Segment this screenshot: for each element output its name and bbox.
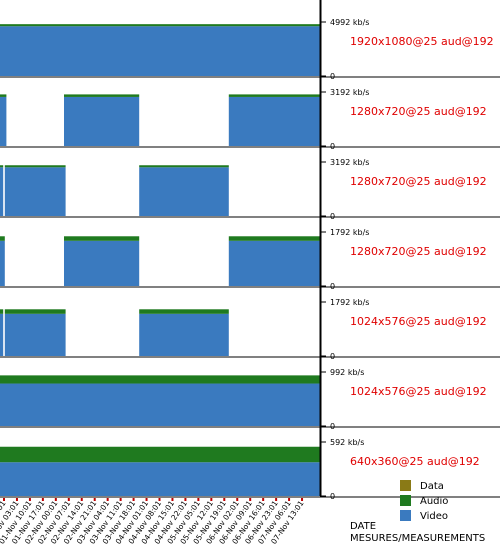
legend-label-audio: Audio	[420, 496, 448, 507]
legend: Data Audio Video	[400, 480, 448, 522]
audio-area	[4, 165, 66, 168]
panel-resolution-label: 1280x720@25 aud@192	[350, 245, 487, 258]
audio-area	[0, 375, 320, 384]
audio-area	[0, 236, 5, 241]
panel-resolution-label: 1920x1080@25 aud@192	[350, 35, 494, 48]
x-tick-mark	[158, 498, 161, 501]
video-area	[139, 167, 229, 216]
video-area	[0, 383, 320, 426]
panel-3: 3192 kb/s 0 1280x720@25 aud@192	[0, 158, 500, 221]
video-area	[0, 96, 7, 146]
x-tick-mark	[249, 498, 252, 501]
x-tick-mark	[197, 498, 200, 501]
x-tick-mark	[184, 498, 187, 501]
audio-area	[64, 94, 140, 97]
audio-area	[0, 94, 7, 97]
video-area	[228, 96, 320, 146]
video-area	[64, 96, 140, 146]
y-tick-label-max: 1792 kb/s	[330, 298, 369, 307]
y-tick-label-max: 4992 kb/s	[330, 18, 369, 27]
x-tick-mark	[67, 498, 70, 501]
panels-layer: 4992 kb/s 0 1920x1080@25 aud@192 3192 kb/s 0…	[0, 18, 500, 501]
panel-resolution-label: 640x360@25 aud@192	[350, 455, 480, 468]
x-tick-mark	[41, 498, 44, 501]
legend-swatch-data	[400, 480, 411, 491]
audio-area	[0, 309, 4, 314]
x-tick-mark	[54, 498, 57, 501]
video-area	[0, 313, 4, 356]
x-axis-title-line2: MESURES/MEASUREMENTS	[350, 533, 485, 544]
y-tick-label-zero: 0	[330, 142, 335, 151]
x-tick-mark	[119, 498, 122, 501]
video-area	[139, 313, 229, 356]
y-tick-label-max: 3192 kb/s	[330, 158, 369, 167]
panel-7: 592 kb/s 0 640x360@25 aud@192	[0, 438, 500, 501]
x-tick-mark	[223, 498, 226, 501]
video-area	[0, 26, 320, 76]
panel-resolution-label: 1280x720@25 aud@192	[350, 175, 487, 188]
audio-area	[0, 446, 320, 463]
y-tick-label-zero: 0	[330, 352, 335, 361]
y-tick-label-max: 1792 kb/s	[330, 228, 369, 237]
y-tick-label-zero: 0	[330, 282, 335, 291]
x-tick-mark	[80, 498, 83, 501]
audio-area	[228, 236, 320, 241]
legend-label-video: Video	[420, 511, 448, 522]
y-tick-label-zero: 0	[330, 212, 335, 221]
video-area	[4, 313, 66, 356]
legend-label-data: Data	[420, 481, 444, 492]
panel-1: 4992 kb/s 0 1920x1080@25 aud@192	[0, 18, 500, 81]
x-tick-mark	[288, 498, 291, 501]
audio-area	[64, 236, 140, 241]
audio-area	[139, 309, 229, 314]
video-area	[0, 240, 5, 286]
x-tick-mark	[171, 498, 174, 501]
x-tick-mark	[3, 498, 5, 501]
audio-area	[0, 24, 320, 27]
audio-area	[228, 94, 320, 97]
video-area	[0, 167, 4, 216]
x-tick-mark	[93, 498, 96, 501]
panel-resolution-label: 1024x576@25 aud@192	[350, 315, 487, 328]
x-tick-mark	[106, 498, 109, 501]
legend-swatch-video	[400, 510, 411, 521]
video-area	[228, 240, 320, 286]
x-tick-mark	[275, 498, 278, 501]
audio-area	[0, 165, 4, 168]
y-tick-label-max: 992 kb/s	[330, 368, 364, 377]
panel-resolution-label: 1024x576@25 aud@192	[350, 385, 487, 398]
x-tick-mark	[28, 498, 31, 501]
x-tick-mark	[132, 498, 135, 501]
y-tick-label-zero: 0	[330, 492, 335, 501]
x-tick-mark	[15, 498, 18, 501]
legend-swatch-audio	[400, 495, 411, 506]
panel-2: 3192 kb/s 0 1280x720@25 aud@192	[0, 88, 500, 151]
panel-4: 1792 kb/s 0 1280x720@25 aud@192	[0, 228, 500, 291]
video-area	[0, 462, 320, 496]
x-tick-mark	[145, 498, 148, 501]
x-tick-mark	[210, 498, 213, 501]
audio-area	[4, 309, 66, 314]
video-area	[4, 167, 66, 216]
x-tick-mark	[262, 498, 265, 501]
y-tick-label-max: 3192 kb/s	[330, 88, 369, 97]
x-axis-title-line1: DATE	[350, 521, 376, 532]
video-area	[64, 240, 140, 286]
x-tick-mark	[301, 498, 304, 501]
panel-5: 1792 kb/s 0 1024x576@25 aud@192	[0, 298, 500, 361]
y-tick-label-max: 592 kb/s	[330, 438, 364, 447]
audio-area	[139, 165, 229, 168]
y-tick-label-zero: 0	[330, 72, 335, 81]
panel-resolution-label: 1280x720@25 aud@192	[350, 105, 487, 118]
y-tick-label-zero: 0	[330, 422, 335, 431]
x-tick-mark	[236, 498, 239, 501]
panel-6: 992 kb/s 0 1024x576@25 aud@192	[0, 368, 500, 431]
